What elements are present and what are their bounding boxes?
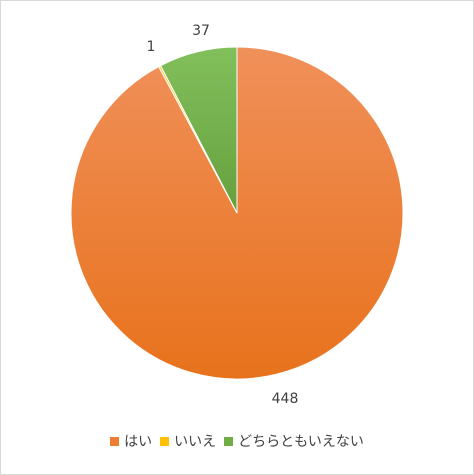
data-label-3: 37 bbox=[192, 23, 210, 39]
legend-swatch-2 bbox=[160, 436, 170, 446]
legend-entry-2: いいえ bbox=[160, 431, 216, 451]
legend-swatch-3 bbox=[224, 436, 234, 446]
legend-label-2: いいえ bbox=[174, 434, 217, 450]
chart-legend: はい いいえ どちらともいえない bbox=[1, 431, 473, 451]
legend-label-3: どちらともいえない bbox=[238, 434, 364, 450]
legend-entry-1: はい bbox=[110, 431, 152, 451]
legend-label-1: はい bbox=[124, 434, 153, 450]
data-label-1: 448 bbox=[272, 391, 299, 407]
legend-swatch-1 bbox=[110, 436, 120, 446]
data-label-2: 1 bbox=[147, 39, 156, 55]
pie-slice-3 bbox=[159, 46, 238, 214]
legend-entry-3: どちらともいえない bbox=[224, 431, 364, 451]
